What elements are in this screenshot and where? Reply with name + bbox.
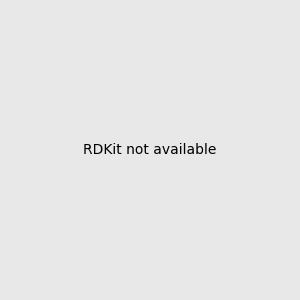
Text: RDKit not available: RDKit not available — [83, 143, 217, 157]
